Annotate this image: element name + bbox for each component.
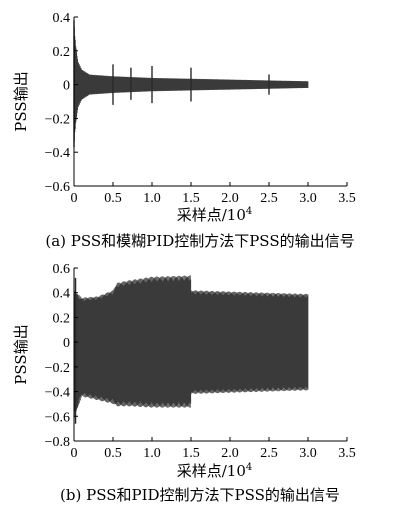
y-tick-label: −0.2	[45, 112, 70, 127]
x-tick-label: 3.0	[299, 446, 317, 461]
x-tick-label: 0.5	[104, 446, 122, 461]
x-tick-label: 1.5	[182, 446, 200, 461]
x-tick-label: 3.0	[299, 191, 317, 206]
y-tick-label: −0.2	[45, 361, 70, 376]
y-tick-label: 0.4	[53, 287, 71, 302]
y-tick-label: 0.4	[53, 11, 71, 26]
x-tick-label: 3.5	[338, 446, 356, 461]
x-tick-label: 1.0	[143, 446, 161, 461]
x-tick-label: 2.5	[260, 191, 278, 206]
x-tick-label: 3.5	[338, 191, 356, 206]
x-axis-label-base: 采样点/10	[177, 462, 246, 480]
y-tick-label: 0.2	[53, 311, 71, 326]
y-axis-label: PSS输出	[12, 324, 30, 384]
y-tick-label: −0.6	[45, 180, 70, 195]
x-tick-label: 0	[71, 191, 78, 206]
x-tick-label: 2.5	[260, 446, 278, 461]
x-tick-label: 1.0	[143, 191, 161, 206]
x-axis-label: 采样点/104	[177, 206, 253, 224]
x-tick-label: 0.5	[104, 191, 122, 206]
chart-a: 0 0.5 1.0 1.5 2.0 2.5 3.0 3.5 0.4 0.2 0 −0.2 −0.4 −0.…	[12, 11, 356, 250]
y-axis-label: PSS输出	[12, 71, 30, 131]
x-axis-label-base: 采样点/10	[177, 206, 246, 224]
y-tick-label: 0	[63, 79, 70, 94]
chart-b: 0 0.5 1.0 1.5 2.0 2.5 3.0 3.5 0.6 0.4 0.2 0 −0.2 −0.4…	[12, 262, 356, 504]
x-tick-label: 2.0	[221, 446, 239, 461]
x-tick-label: 0	[71, 446, 78, 461]
x-axis-label-exponent: 4	[246, 206, 252, 217]
y-tick-label: −0.4	[45, 146, 70, 161]
x-tick-label: 2.0	[221, 191, 239, 206]
x-tick-label: 1.5	[182, 191, 200, 206]
y-tick-label: 0.6	[53, 262, 71, 277]
x-axis-label: 采样点/104	[177, 462, 253, 480]
y-tick-label: 0	[63, 336, 70, 351]
y-tick-label: −0.6	[45, 410, 70, 425]
y-tick-label: 0.2	[53, 45, 71, 60]
chart-caption: (a) PSS和模糊PID控制方法下PSS的输出信号	[45, 232, 354, 250]
chart-caption: (b) PSS和PID控制方法下PSS的输出信号	[60, 486, 340, 504]
x-axis-label-exponent: 4	[246, 462, 252, 473]
y-tick-label: −0.8	[45, 435, 70, 450]
y-tick-label: −0.4	[45, 386, 70, 401]
signal-trace	[73, 275, 309, 418]
